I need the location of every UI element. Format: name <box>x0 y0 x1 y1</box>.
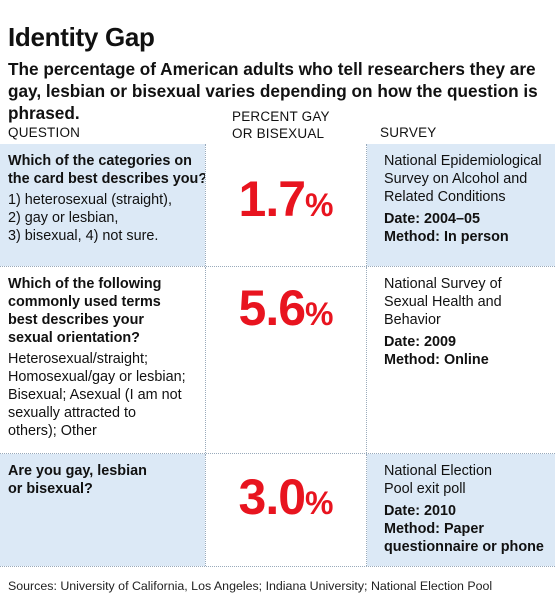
percent-value: 5.6% <box>206 279 366 337</box>
survey-cell: National Epidemiological Survey on Alcoh… <box>384 152 550 246</box>
survey-method: Method: In person <box>384 229 509 245</box>
percent-value: 3.0% <box>206 468 366 526</box>
table-row: Which of the categories on the card best… <box>0 144 555 266</box>
row-divider <box>0 453 555 454</box>
survey-name: National Survey of Sexual Health and Beh… <box>384 276 502 328</box>
percent-cell: 1.7% <box>205 144 367 266</box>
question-text: Are you gay, lesbian or bisexual? <box>8 463 147 497</box>
survey-date: Date: 2009 <box>384 334 456 350</box>
question-text: Which of the categories on the card best… <box>8 153 208 187</box>
chart-title: Identity Gap <box>8 22 155 52</box>
survey-name: National Election Pool exit poll <box>384 463 492 497</box>
column-header-question: QUESTION <box>8 125 81 140</box>
question-cell: Which of the following commonly used ter… <box>8 275 208 440</box>
survey-method: Method: Online <box>384 352 489 368</box>
survey-name: National Epidemiological Survey on Alcoh… <box>384 153 542 205</box>
percent-number: 1.7 <box>238 171 307 227</box>
column-header-percent: PERCENT GAY OR BISEXUAL <box>232 109 330 141</box>
question-options: 1) heterosexual (straight), 2) gay or le… <box>8 192 172 244</box>
row-divider <box>0 266 555 267</box>
percent-sign: % <box>305 187 334 223</box>
percent-number: 3.0 <box>238 469 307 525</box>
question-cell: Are you gay, lesbian or bisexual? <box>8 462 208 498</box>
percent-sign: % <box>305 296 334 332</box>
column-header-survey: SURVEY <box>380 125 437 140</box>
survey-method: Method: Paper questionnaire or phone <box>384 521 544 555</box>
row-divider <box>0 566 555 567</box>
question-options: Heterosexual/straight; Homosexual/gay or… <box>8 351 186 439</box>
survey-date: Date: 2010 <box>384 503 456 519</box>
table-row: Which of the following commonly used ter… <box>0 267 555 453</box>
percent-value: 1.7% <box>206 170 366 228</box>
percent-cell: 3.0% <box>205 454 367 566</box>
percent-sign: % <box>305 485 334 521</box>
percent-number: 5.6 <box>238 280 307 336</box>
question-cell: Which of the categories on the card best… <box>8 152 208 245</box>
chart-subtitle: The percentage of American adults who te… <box>8 59 538 123</box>
percent-cell: 5.6% <box>205 267 367 453</box>
survey-cell: National Election Pool exit poll Date: 2… <box>384 462 550 556</box>
survey-cell: National Survey of Sexual Health and Beh… <box>384 275 550 369</box>
sources-note: Sources: University of California, Los A… <box>8 579 493 593</box>
question-text: Which of the following commonly used ter… <box>8 276 162 346</box>
table-row: Are you gay, lesbian or bisexual? 3.0% N… <box>0 454 555 566</box>
survey-date: Date: 2004–05 <box>384 211 481 227</box>
